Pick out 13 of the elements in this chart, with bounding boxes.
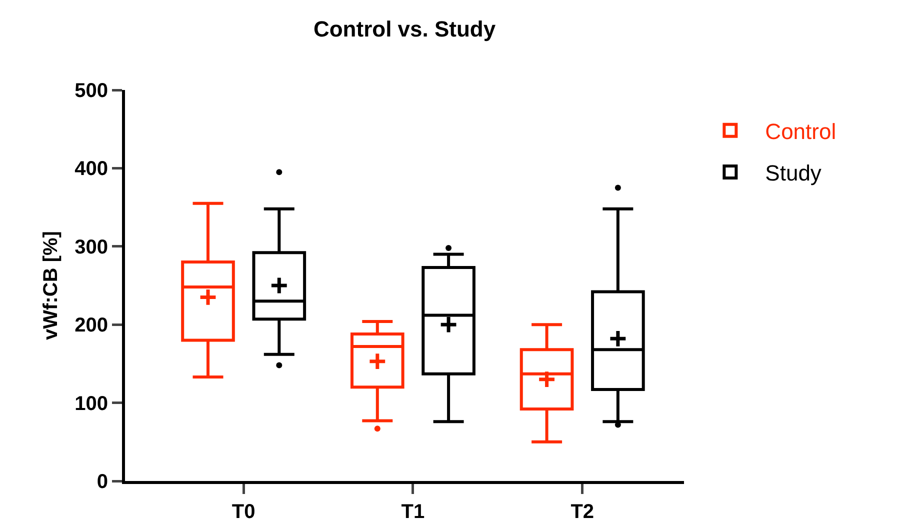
chart-title: Control vs. Study (313, 16, 496, 42)
y-tick-label: 100 (74, 392, 108, 415)
y-axis-title: vWf:CB [%] (40, 231, 62, 340)
y-tick-label: 300 (74, 236, 108, 258)
legend-label: Study (765, 160, 822, 186)
x-tick-label: T2 (570, 501, 594, 523)
legend-label: Control (765, 118, 836, 144)
y-tick-label: 0 (96, 471, 108, 493)
y-tick-label: 200 (74, 314, 108, 337)
x-tick-label: T0 (232, 501, 256, 523)
y-tick-label: 500 (74, 80, 108, 102)
y-tick-label: 400 (74, 158, 108, 180)
x-tick-label: T1 (401, 501, 425, 523)
